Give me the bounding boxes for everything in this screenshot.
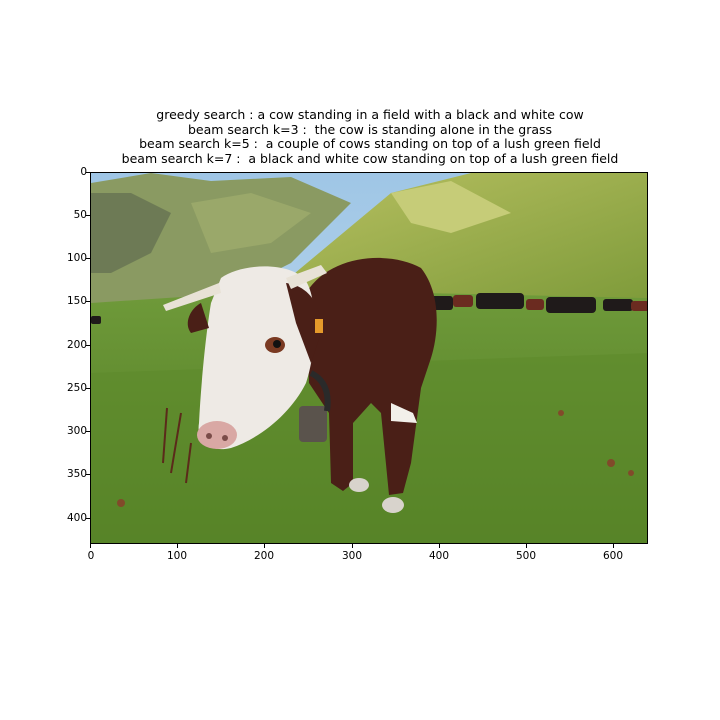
x-tickmark [526,544,527,548]
x-tick-label: 400 [428,550,450,562]
x-tick-label: 500 [515,550,537,562]
y-tickmark [86,258,90,259]
y-tick-label: 350 [66,468,87,480]
y-tick-label: 200 [66,339,87,351]
x-tick-label: 0 [87,550,95,562]
caption-beam-k5: beam search k=5 : a couple of cows stand… [139,136,601,151]
caption-beam-k3: beam search k=3 : the cow is standing al… [187,121,553,137]
caption-block: greedy search : a cow standing in a fiel… [0,107,720,166]
x-tick-label: 200 [253,550,275,562]
cow-photo [91,173,647,543]
y-tick-label: 150 [66,295,87,307]
y-tick-label: 0 [80,166,87,178]
x-tickmark [90,544,91,548]
y-tickmark [86,172,90,173]
caption-greedy: greedy search : a cow standing in a fiel… [156,107,584,122]
image-axes [90,172,648,544]
x-tickmark [177,544,178,548]
y-tick-label: 400 [66,512,87,524]
y-tick-label: 100 [66,252,87,264]
x-tickmark [439,544,440,548]
x-tick-label: 300 [341,550,363,562]
y-tickmark [86,518,90,519]
x-tickmark [264,544,265,548]
y-tickmark [86,474,90,475]
y-tickmark [86,431,90,432]
y-tickmark [86,388,90,389]
x-tickmark [613,544,614,548]
y-tick-label: 50 [73,209,87,221]
y-tickmark [86,215,90,216]
x-tickmark [352,544,353,548]
x-tick-label: 600 [602,550,624,562]
y-tickmark [86,301,90,302]
y-tickmark [86,345,90,346]
y-tick-label: 250 [66,382,87,394]
caption-beam-k7: beam search k=7 : a black and white cow … [121,150,619,166]
x-tick-label: 100 [166,550,188,562]
y-tick-label: 300 [66,425,87,437]
